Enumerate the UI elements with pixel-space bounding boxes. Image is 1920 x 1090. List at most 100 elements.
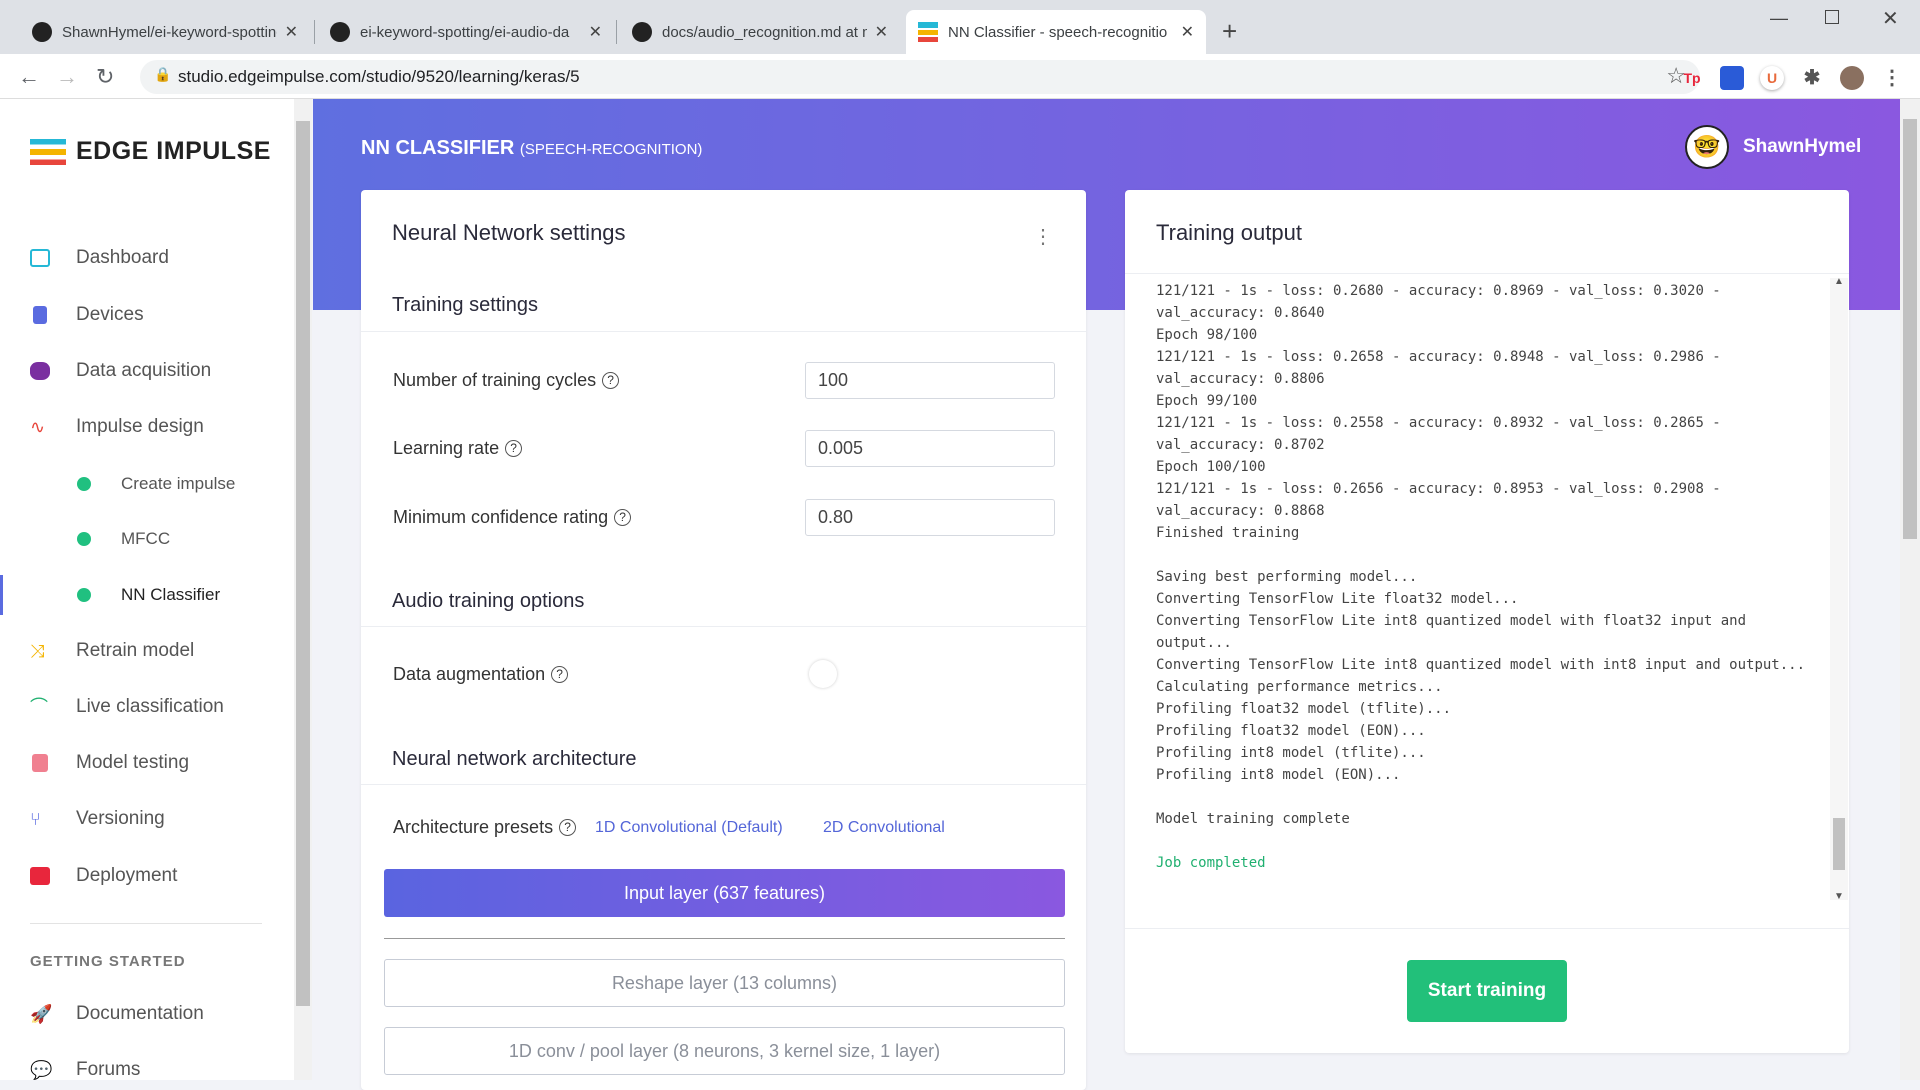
ublock-extension-icon[interactable]: U bbox=[1760, 66, 1784, 90]
job-status: Job completed bbox=[1156, 855, 1266, 871]
log-line: 121/121 - 1s - loss: 0.2680 - accuracy: … bbox=[1156, 283, 1721, 299]
browser-menu-icon[interactable]: ⋮ bbox=[1882, 67, 1902, 89]
address-bar-row: ← → ↻ 🔒 studio.edgeimpulse.com/studio/952… bbox=[0, 54, 1920, 99]
more-options-icon[interactable]: ⋮ bbox=[1033, 226, 1053, 248]
sidebar-scrollbar[interactable] bbox=[294, 99, 312, 1080]
sidebar-item-dashboard[interactable]: Dashboard bbox=[0, 238, 294, 278]
scrollbar-thumb[interactable] bbox=[296, 121, 310, 1006]
sidebar: EDGE IMPULSE Dashboard Devices Data acqu… bbox=[0, 99, 294, 1080]
preset-2d-conv-link[interactable]: 2D Convolutional bbox=[823, 819, 945, 836]
sidebar-item-deployment[interactable]: Deployment bbox=[0, 856, 294, 896]
data-augmentation-toggle[interactable] bbox=[809, 660, 837, 688]
extensions-puzzle-icon[interactable]: ✱ bbox=[1803, 67, 1821, 89]
logo-icon bbox=[30, 138, 66, 165]
user-menu[interactable]: 🤓 ShawnHymel bbox=[1685, 125, 1861, 169]
data-augmentation-label: Data augmentation? bbox=[393, 664, 569, 685]
chip-icon bbox=[33, 306, 47, 324]
close-tab-icon[interactable]: ✕ bbox=[874, 24, 888, 41]
maximize-button[interactable] bbox=[1825, 10, 1839, 24]
close-tab-icon[interactable]: ✕ bbox=[1180, 24, 1194, 41]
new-tab-button[interactable]: + bbox=[1222, 16, 1238, 46]
log-line: val_accuracy: 0.8640 bbox=[1156, 305, 1325, 321]
close-tab-icon[interactable]: ✕ bbox=[588, 24, 602, 41]
sidebar-item-model-testing[interactable]: Model testing bbox=[0, 743, 294, 783]
log-line: Epoch 98/100 bbox=[1156, 327, 1258, 343]
section-audio-options: Audio training options bbox=[392, 590, 585, 612]
log-line: val_accuracy: 0.8702 bbox=[1156, 437, 1325, 453]
log-line: Profiling float32 model (tflite)... bbox=[1156, 701, 1452, 717]
profile-avatar[interactable] bbox=[1840, 66, 1864, 90]
log-line: Profiling float32 model (EON)... bbox=[1156, 723, 1426, 739]
log-line: Epoch 100/100 bbox=[1156, 459, 1266, 475]
divider bbox=[384, 938, 1065, 939]
shuffle-icon: ⤨ bbox=[30, 641, 45, 661]
browser-tab[interactable]: ei-keyword-spotting/ei-audio-da ✕ bbox=[318, 10, 614, 54]
github-icon bbox=[330, 22, 350, 42]
log-line: Finished training bbox=[1156, 525, 1300, 541]
database-icon bbox=[30, 362, 50, 380]
training-cycles-input[interactable] bbox=[805, 362, 1055, 399]
page-scrollbar[interactable] bbox=[1900, 99, 1920, 1080]
edge-impulse-logo[interactable]: EDGE IMPULSE bbox=[30, 137, 271, 166]
sidebar-item-live-classification[interactable]: ⌒ Live classification bbox=[30, 696, 224, 717]
sidebar-item-mfcc[interactable]: MFCC bbox=[0, 519, 294, 559]
tab-bar: ShawnHymel/ei-keyword-spotting ✕ ei-keywo… bbox=[0, 0, 1920, 54]
sidebar-item-forums[interactable]: 💬 Forums bbox=[30, 1059, 141, 1080]
help-icon[interactable]: ? bbox=[614, 509, 632, 526]
presets-label: Architecture presets? bbox=[393, 817, 577, 838]
sidebar-item-versioning[interactable]: ⑂ Versioning bbox=[30, 808, 165, 829]
sidebar-item-impulse-design[interactable]: ∿ Impulse design bbox=[30, 416, 204, 437]
log-line bbox=[1156, 544, 1836, 566]
browser-tab[interactable]: ShawnHymel/ei-keyword-spotting ✕ bbox=[20, 10, 310, 54]
monitor-icon bbox=[30, 249, 50, 267]
status-dot-icon bbox=[77, 532, 91, 546]
getting-started-heading: GETTING STARTED bbox=[30, 953, 186, 970]
lock-icon: 🔒 bbox=[154, 66, 172, 82]
help-icon[interactable]: ? bbox=[551, 666, 569, 683]
log-line: 121/121 - 1s - loss: 0.2558 - accuracy: … bbox=[1156, 415, 1721, 431]
start-training-button[interactable]: Start training bbox=[1407, 960, 1567, 1022]
help-icon[interactable]: ? bbox=[559, 819, 577, 836]
github-icon bbox=[32, 22, 52, 42]
log-line: Calculating performance metrics... bbox=[1156, 679, 1443, 695]
close-tab-icon[interactable]: ✕ bbox=[284, 24, 298, 41]
branch-icon: ⑂ bbox=[30, 809, 41, 829]
sidebar-item-nn-classifier[interactable]: NN Classifier bbox=[0, 575, 294, 615]
sidebar-item-data-acquisition[interactable]: Data acquisition bbox=[0, 351, 294, 391]
learning-rate-input[interactable] bbox=[805, 430, 1055, 467]
close-window-button[interactable]: ✕ bbox=[1882, 8, 1899, 30]
card-title: Training output bbox=[1156, 220, 1302, 245]
back-icon[interactable]: ← bbox=[18, 64, 40, 89]
preset-1d-conv-link[interactable]: 1D Convolutional (Default) bbox=[595, 819, 783, 836]
page-title: NN CLASSIFIER (SPEECH-RECOGNITION) bbox=[361, 137, 703, 159]
sidebar-item-retrain-model[interactable]: ⤨ Retrain model bbox=[30, 640, 195, 661]
bookmark-star-icon[interactable]: ☆ bbox=[1666, 63, 1686, 88]
conv-layer-button[interactable]: 1D conv / pool layer (8 neurons, 3 kerne… bbox=[384, 1027, 1065, 1075]
forward-icon[interactable]: → bbox=[56, 64, 78, 89]
scrollbar-thumb[interactable] bbox=[1833, 818, 1845, 870]
help-icon[interactable]: ? bbox=[505, 440, 523, 457]
reload-icon[interactable]: ↻ bbox=[96, 64, 115, 89]
browser-tab-active[interactable]: NN Classifier - speech-recognitio ✕ bbox=[906, 10, 1206, 54]
log-line: 121/121 - 1s - loss: 0.2656 - accuracy: … bbox=[1156, 481, 1721, 497]
reshape-layer-button[interactable]: Reshape layer (13 columns) bbox=[384, 959, 1065, 1007]
tp-extension-icon[interactable]: Tp bbox=[1683, 70, 1701, 86]
browser-tab[interactable]: docs/audio_recognition.md at m ✕ bbox=[620, 10, 900, 54]
sidebar-item-devices[interactable]: Devices bbox=[0, 295, 294, 335]
sidebar-item-create-impulse[interactable]: Create impulse bbox=[0, 464, 294, 504]
bitwarden-extension-icon[interactable] bbox=[1720, 66, 1744, 90]
input-layer-button[interactable]: Input layer (637 features) bbox=[384, 869, 1065, 917]
section-training-settings: Training settings bbox=[392, 294, 538, 316]
url-input[interactable]: 🔒 studio.edgeimpulse.com/studio/9520/lear… bbox=[140, 60, 1700, 94]
scrollbar-thumb[interactable] bbox=[1903, 119, 1917, 539]
rocket-icon: 🚀 bbox=[30, 1004, 53, 1024]
log-line: val_accuracy: 0.8868 bbox=[1156, 503, 1325, 519]
minimize-button[interactable]: — bbox=[1770, 8, 1788, 28]
help-icon[interactable]: ? bbox=[602, 372, 620, 389]
nn-settings-card: Neural Network settings ⋮ Training setti… bbox=[361, 190, 1086, 1090]
training-output-card: Training output 121/121 - 1s - loss: 0.2… bbox=[1125, 190, 1849, 1053]
log-scrollbar[interactable]: ▲ ▼ bbox=[1830, 276, 1848, 902]
clipboard-check-icon bbox=[32, 754, 48, 772]
sidebar-item-documentation[interactable]: 🚀 Documentation bbox=[30, 1003, 204, 1024]
min-confidence-input[interactable] bbox=[805, 499, 1055, 536]
